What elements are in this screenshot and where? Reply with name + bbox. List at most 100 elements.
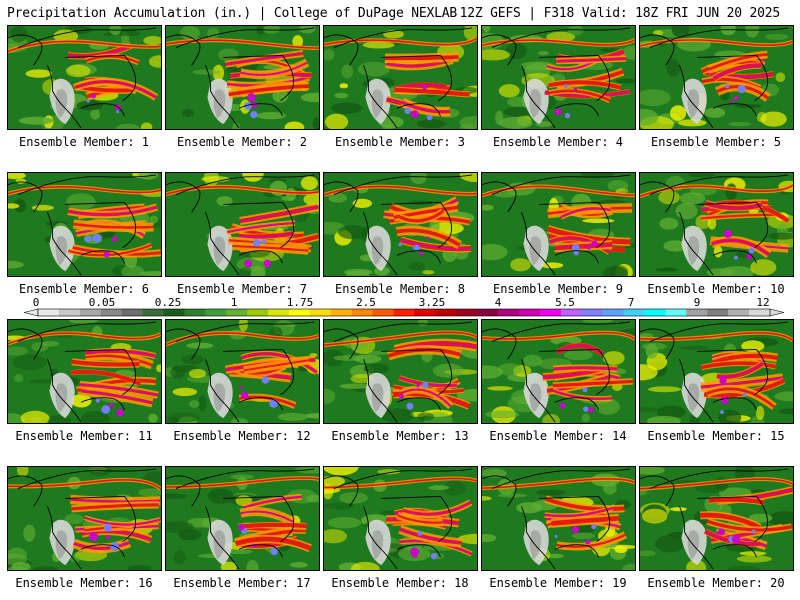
- ensemble-member-label: Ensemble Member: 8: [334, 282, 466, 296]
- ensemble-member-label: Ensemble Member: 15: [647, 429, 785, 443]
- ensemble-member-label: Ensemble Member: 6: [18, 282, 150, 296]
- colorbar-swatch: [498, 309, 520, 316]
- colorbar-tick-label: 1: [231, 296, 238, 309]
- ensemble-map-panel: [481, 319, 636, 424]
- ensemble-member-label: Ensemble Member: 3: [334, 135, 466, 149]
- ensemble-member-label: Ensemble Member: 16: [15, 576, 153, 590]
- colorbar-swatch: [707, 309, 729, 316]
- colorbar-swatch: [728, 309, 750, 316]
- ensemble-member-label: Ensemble Member: 4: [492, 135, 624, 149]
- colorbar-tick-label: 5.5: [555, 296, 575, 309]
- ensemble-map-panel: [165, 319, 320, 424]
- colorbar-swatch: [539, 309, 562, 316]
- ensemble-member-label: Ensemble Member: 5: [650, 135, 782, 149]
- ensemble-member-label: Ensemble Member: 9: [492, 282, 624, 296]
- ensemble-member-label: Ensemble Member: 17: [173, 576, 311, 590]
- colorbar-swatch: [247, 309, 269, 316]
- colorbar-swatch: [414, 309, 436, 316]
- precipitation-map: [482, 173, 635, 276]
- ensemble-map-panel: [7, 319, 162, 424]
- ensemble-member-label: Ensemble Member: 2: [176, 135, 308, 149]
- colorbar-swatch: [100, 309, 122, 316]
- colorbar-swatch: [623, 309, 645, 316]
- colorbar-swatch: [519, 309, 541, 316]
- ensemble-member-label: Ensemble Member: 18: [331, 576, 469, 590]
- ensemble-member-label: Ensemble Member: 20: [647, 576, 785, 590]
- colorbar-swatch: [288, 309, 311, 316]
- colorbar-swatch: [58, 309, 81, 316]
- precipitation-map: [8, 467, 161, 570]
- ensemble-map-panel: [7, 466, 162, 571]
- colorbar-swatch: [686, 309, 708, 316]
- colorbar-swatch: [581, 309, 603, 316]
- precipitation-map: [8, 26, 161, 129]
- colorbar-tick-label: 0.05: [89, 296, 116, 309]
- colorbar-swatch: [163, 309, 185, 316]
- ensemble-map-panel: [639, 25, 794, 130]
- ensemble-map-panel: [481, 25, 636, 130]
- ensemble-member-label: Ensemble Member: 12: [173, 429, 311, 443]
- precipitation-map: [640, 320, 793, 423]
- ensemble-map-panel: [639, 319, 794, 424]
- colorbar-tick-label: 2.5: [356, 296, 376, 309]
- colorbar-swatch: [477, 309, 499, 316]
- colorbar-swatch: [205, 309, 227, 316]
- ensemble-member-label: Ensemble Member: 1: [18, 135, 150, 149]
- ensemble-map-panel: [639, 466, 794, 571]
- ensemble-member-label: Ensemble Member: 11: [15, 429, 153, 443]
- ensemble-map-panel: [481, 172, 636, 277]
- ensemble-map-panel: [323, 25, 478, 130]
- colorbar-swatch: [560, 309, 583, 316]
- colorbar-tick-label: 4: [495, 296, 502, 309]
- colorbar-swatch: [226, 309, 248, 316]
- colorbar-swatch: [184, 309, 206, 316]
- colorbar-swatch: [749, 309, 771, 316]
- colorbar-tick-label: 9: [694, 296, 701, 309]
- colorbar-swatch: [142, 309, 164, 316]
- ensemble-map-panel: [165, 25, 320, 130]
- ensemble-map-panel: [323, 172, 478, 277]
- colorbar-swatch: [393, 309, 415, 316]
- ensemble-map-panel: [323, 466, 478, 571]
- ensemble-member-label: Ensemble Member: 19: [489, 576, 627, 590]
- colorbar-swatch: [121, 309, 143, 316]
- colorbar-tick-label: 1.75: [287, 296, 314, 309]
- ensemble-member-label: Ensemble Member: 13: [331, 429, 469, 443]
- colorbar-swatch: [602, 309, 624, 316]
- colorbar-swatch: [435, 309, 457, 316]
- colorbar-swatch: [330, 309, 353, 316]
- ensemble-map-panel: [165, 172, 320, 277]
- colorbar-swatch: [268, 309, 290, 316]
- ensemble-map-panel: [481, 466, 636, 571]
- precipitation-map: [640, 467, 793, 570]
- colorbar-swatch: [644, 309, 666, 316]
- precipitation-map: [324, 173, 477, 276]
- colorbar-swatch: [665, 309, 687, 316]
- colorbar-swatch: [351, 309, 373, 316]
- colorbar-swatch: [456, 309, 478, 316]
- precipitation-map: [640, 26, 793, 129]
- colorbar-tick-label: 0: [33, 296, 40, 309]
- chart-title: Precipitation Accumulation (in.) | Colle…: [7, 6, 457, 21]
- precipitation-map: [482, 320, 635, 423]
- colorbar-swatch: [79, 309, 102, 316]
- precipitation-map: [324, 467, 477, 570]
- colorbar-frame: [37, 308, 771, 317]
- colorbar-tick-label: 0.25: [155, 296, 182, 309]
- precipitation-map: [8, 173, 161, 276]
- precipitation-map: [640, 173, 793, 276]
- precipitation-colorbar: 0 0.05 0.25 1 1.75 2.5 3.25 4 5.5 7 9 12: [0, 296, 800, 318]
- colorbar-max-arrow: [769, 308, 785, 317]
- precipitation-map: [166, 26, 319, 129]
- precipitation-map: [8, 320, 161, 423]
- precipitation-map: [324, 320, 477, 423]
- precipitation-map: [166, 173, 319, 276]
- colorbar-swatch: [372, 309, 394, 316]
- ensemble-member-label: Ensemble Member: 14: [489, 429, 627, 443]
- colorbar-tick-label: 3.25: [419, 296, 446, 309]
- ensemble-map-panel: [7, 172, 162, 277]
- ensemble-map-panel: [165, 466, 320, 571]
- colorbar-swatch: [38, 309, 60, 316]
- colorbar-min-arrow: [23, 308, 39, 317]
- precipitation-map: [166, 467, 319, 570]
